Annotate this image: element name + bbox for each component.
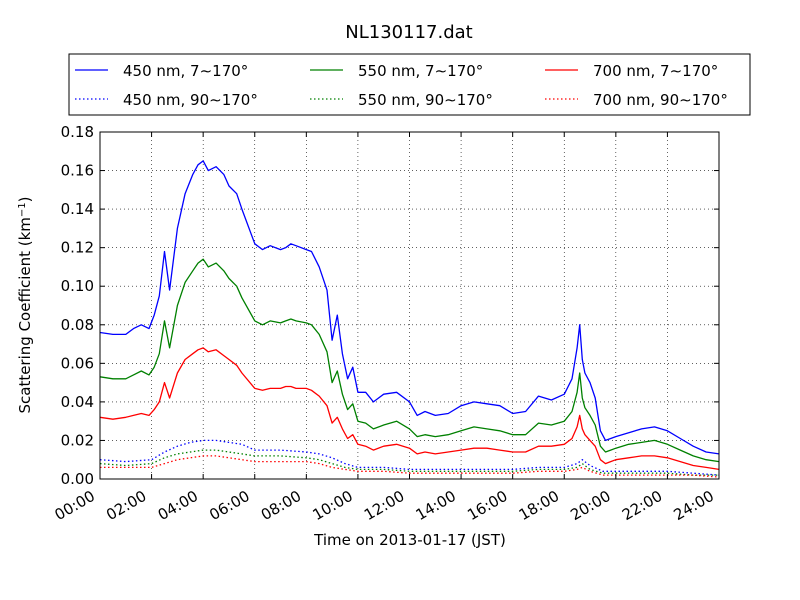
x-tick-label: 18:00 [516,487,562,524]
series-line-4 [99,439,720,476]
y-tick-label: 0.00 [61,470,94,488]
legend-label: 550 nm, 90∼170° [358,91,493,109]
x-axis-label: Time on 2013-01-17 (JST) [313,531,506,549]
x-tick-label: 02:00 [103,487,149,524]
x-tick-label: 16:00 [464,487,510,524]
x-tick-label: 12:00 [361,487,407,524]
x-tick-label: 08:00 [258,487,304,524]
chart-title: NL130117.dat [345,22,472,43]
y-axis-label-close: ) [16,196,34,202]
series-line-2 [99,258,720,463]
series-line-1 [99,160,720,455]
legend-label: 700 nm, 7∼170° [593,62,718,80]
x-tick-label: 10:00 [309,487,355,524]
x-tick-label: 22:00 [619,487,665,524]
series-line-6 [100,455,720,478]
x-tick-label: 24:00 [671,487,717,524]
series-line-5 [99,449,719,476]
plot-background [100,132,719,479]
series-line-3 [99,347,720,471]
legend-label: 450 nm, 90∼170° [123,91,258,109]
y-axis-label-main: Scattering Coefficient (km [16,217,34,413]
x-tick-label: 04:00 [155,487,201,524]
x-tick-label: 00:00 [52,487,98,524]
x-tick-label: 14:00 [413,487,459,524]
legend-label: 450 nm, 7∼170° [123,62,248,80]
y-tick-label: 0.04 [61,393,94,411]
x-tick-label: 20:00 [567,487,613,524]
y-tick-label: 0.08 [61,316,94,334]
legend-label: 700 nm, 90∼170° [593,91,728,109]
y-tick-label: 0.10 [61,277,94,295]
y-tick-label: 0.02 [61,431,94,449]
y-tick-label: 0.18 [61,123,94,141]
y-tick-label: 0.16 [61,162,94,180]
y-axis-label: Scattering Coefficient (km−1) [16,196,34,413]
legend-label: 550 nm, 7∼170° [358,62,483,80]
x-tick-label: 06:00 [206,487,252,524]
y-tick-label: 0.06 [61,354,94,372]
series-layer [99,160,720,478]
plot-area: 00:00 02:00 04:00 06:00 08:00 10:00 12:00 14:00… [52,123,720,524]
legend: 450 nm, 7∼170° 550 nm, 7∼170° 700 nm, 7∼17… [68,53,751,116]
legend-frame [68,53,751,116]
y-tick-label: 0.14 [61,200,94,218]
y-axis-label-superscript: −1 [17,202,28,217]
y-tick-label: 0.12 [61,239,94,257]
